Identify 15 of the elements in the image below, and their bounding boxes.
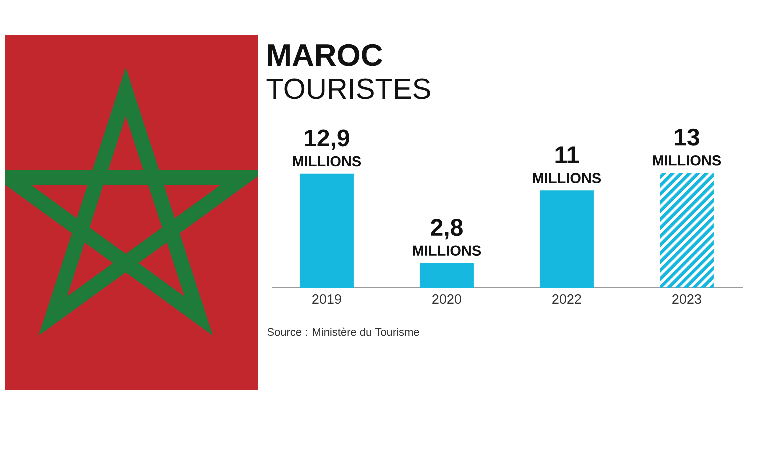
data-label: 13 MILLIONS: [653, 128, 722, 166]
bar: [420, 263, 474, 288]
chart-title: MAROC: [268, 44, 382, 66]
bar: [540, 190, 594, 288]
x-tick-label: 2022: [552, 294, 582, 304]
bar: [300, 174, 354, 288]
x-tick-label: 2023: [672, 294, 702, 304]
x-tick-label: 2019: [312, 294, 342, 304]
x-tick-label: 2020: [432, 294, 462, 304]
bar: [660, 172, 714, 288]
data-label: 12,9 MILLIONS: [293, 130, 362, 167]
chart-subtitle: TOURISTES: [266, 78, 430, 100]
source-note: Source : Ministère du Tourisme: [268, 328, 420, 336]
data-label: 11 MILLIONS: [533, 146, 602, 184]
data-label: 2,8 MILLIONS: [413, 219, 482, 256]
